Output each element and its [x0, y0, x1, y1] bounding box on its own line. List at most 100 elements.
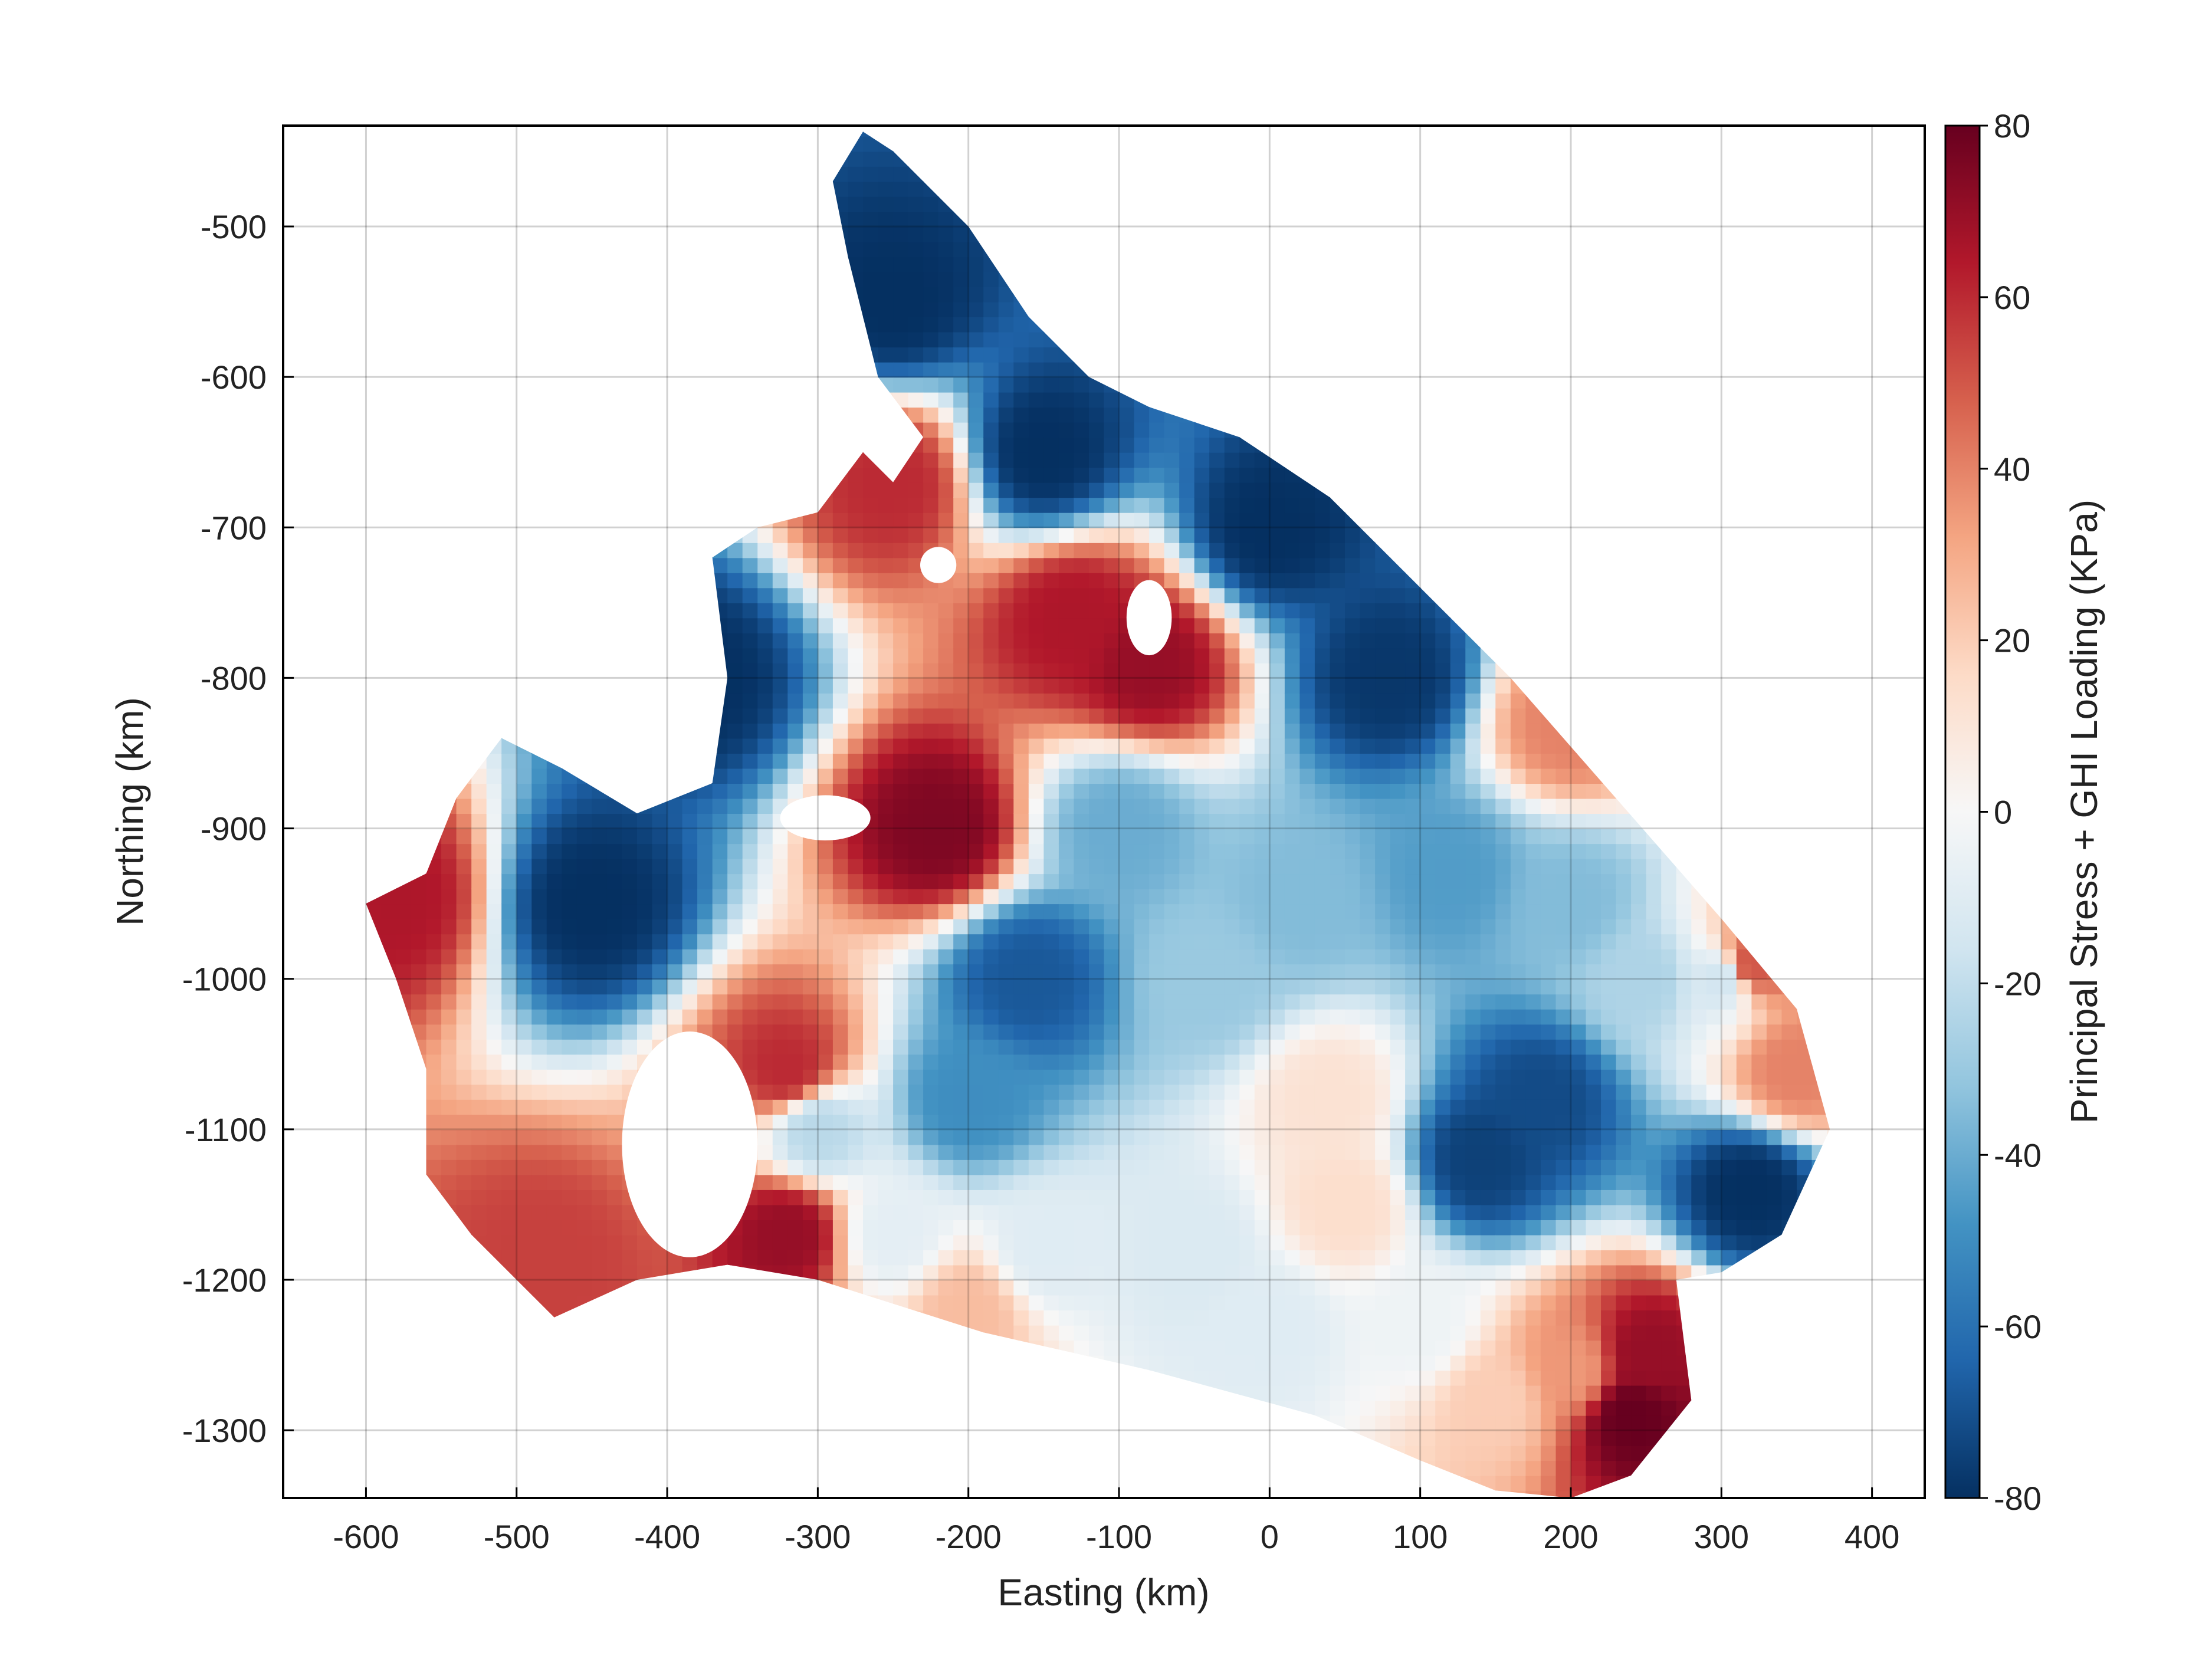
field-cell	[832, 1189, 849, 1205]
field-cell	[908, 226, 924, 242]
field-cell	[1028, 918, 1045, 935]
field-cell	[1089, 1204, 1105, 1220]
field-cell	[818, 1264, 833, 1280]
field-cell	[893, 542, 909, 559]
field-cell	[1058, 1264, 1075, 1280]
field-cell	[983, 813, 999, 829]
field-cell	[968, 783, 984, 799]
field-cell	[1058, 1144, 1075, 1160]
field-cell	[1134, 858, 1150, 875]
field-cell	[501, 1039, 517, 1055]
field-cell	[652, 978, 668, 995]
field-cell	[1164, 1325, 1180, 1341]
field-cell	[546, 1174, 563, 1190]
field-cell	[456, 918, 472, 935]
field-cell	[1043, 1099, 1059, 1115]
field-cell	[546, 798, 563, 814]
field-cell	[772, 723, 789, 739]
field-cell	[1134, 1204, 1150, 1220]
field-cell	[562, 1264, 577, 1280]
field-cell	[1043, 813, 1059, 829]
field-cell	[562, 828, 577, 845]
field-cell	[938, 467, 954, 483]
field-cell	[848, 843, 864, 859]
field-cell	[471, 1054, 487, 1070]
field-cell	[802, 738, 819, 754]
field-cell	[953, 1310, 969, 1326]
field-cell	[1058, 557, 1075, 573]
field-cell	[893, 317, 909, 333]
field-cell	[908, 934, 924, 950]
field-cell	[908, 542, 924, 559]
field-cell	[908, 587, 924, 603]
field-cell	[893, 211, 909, 227]
field-cell	[923, 678, 939, 694]
field-cell	[923, 692, 939, 709]
field-cell	[968, 392, 984, 408]
field-cell	[1134, 542, 1150, 559]
field-cell	[787, 602, 803, 619]
field-cell	[622, 858, 638, 875]
field-cell	[923, 422, 939, 438]
field-cell	[546, 1264, 563, 1280]
field-cell	[848, 738, 864, 754]
field-cell	[576, 858, 593, 875]
field-cell	[576, 1084, 593, 1100]
field-cell	[396, 918, 412, 935]
field-cell	[953, 873, 969, 889]
field-cell	[1058, 798, 1075, 814]
field-cell	[1013, 828, 1029, 845]
field-cell	[1149, 723, 1165, 739]
field-cell	[486, 1159, 503, 1175]
field-cell	[426, 1099, 442, 1115]
field-cell	[562, 994, 577, 1010]
field-cell	[1074, 1325, 1089, 1341]
field-cell	[832, 497, 849, 513]
field-cell	[1058, 934, 1075, 950]
field-cell	[546, 1069, 563, 1085]
field-cell	[938, 241, 954, 257]
field-cell	[832, 994, 849, 1010]
field-cell	[938, 934, 954, 950]
field-cell	[742, 918, 759, 935]
field-cell	[893, 918, 909, 935]
field-cell	[576, 1280, 593, 1296]
field-cell	[516, 1189, 533, 1205]
field-cell	[1164, 1129, 1180, 1145]
field-cell	[1089, 1144, 1105, 1160]
field-cell	[863, 287, 879, 303]
field-cell	[908, 602, 924, 619]
field-cell	[787, 648, 803, 663]
field-cell	[848, 723, 864, 739]
field-cell	[652, 918, 668, 935]
field-cell	[953, 753, 969, 769]
field-cell	[1149, 1099, 1165, 1115]
field-cell	[1149, 978, 1165, 995]
field-cell	[1074, 678, 1089, 694]
field-cell	[471, 783, 487, 799]
field-cell	[863, 527, 879, 543]
field-cell	[878, 948, 894, 965]
field-cell	[1104, 602, 1120, 619]
field-cell	[983, 934, 999, 950]
field-cell	[471, 858, 487, 875]
field-cell	[727, 948, 743, 965]
field-cell	[998, 1008, 1015, 1025]
field-cell	[893, 1099, 909, 1115]
field-cell	[1134, 407, 1150, 423]
field-cell	[441, 934, 457, 950]
field-cell	[456, 1189, 472, 1205]
field-cell	[1058, 587, 1075, 603]
field-cell	[953, 257, 969, 272]
field-cell	[938, 662, 954, 679]
field-cell	[546, 1144, 563, 1160]
field-cell	[727, 1039, 743, 1055]
field-cell	[546, 768, 563, 784]
field-cell	[818, 692, 833, 709]
field-cell	[938, 587, 954, 603]
field-cell	[998, 692, 1015, 709]
field-cell	[772, 948, 789, 965]
field-cell	[983, 978, 999, 995]
field-cell	[1074, 1250, 1089, 1266]
field-cell	[531, 888, 547, 905]
